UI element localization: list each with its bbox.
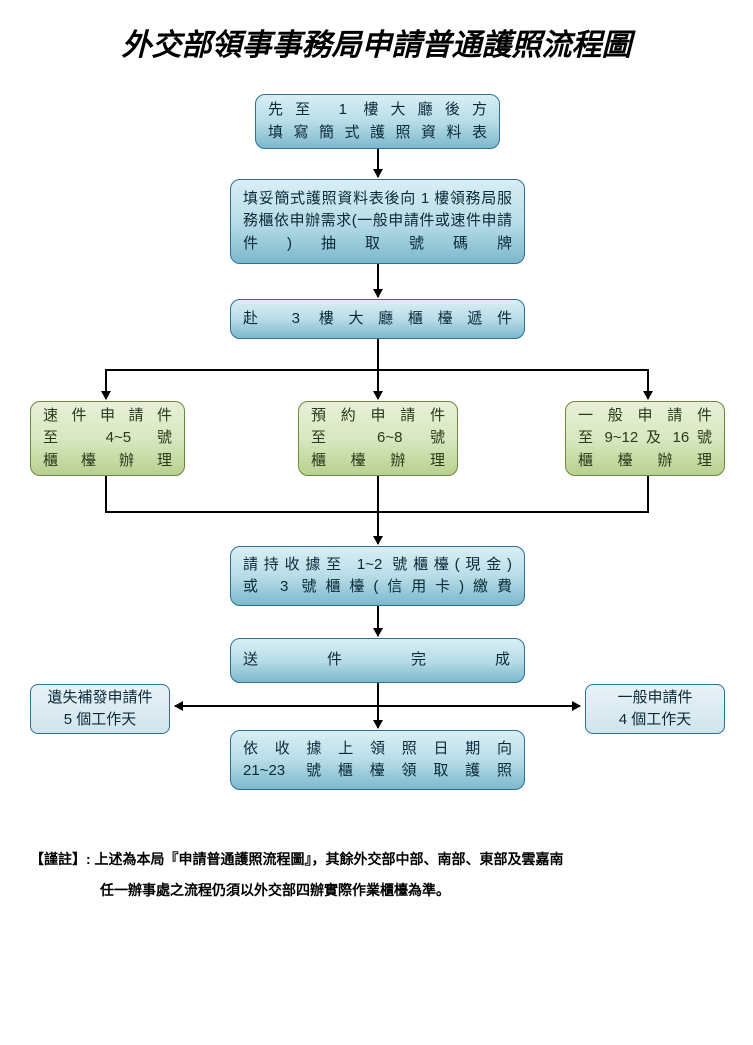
- page-title: 外交部領事事務局申請普通護照流程圖: [30, 20, 723, 64]
- reserve-l3: 櫃 檯 辦 理: [311, 450, 445, 473]
- arrow-to-express: [105, 369, 107, 399]
- arrow-to-reserve: [377, 369, 379, 399]
- normal-l2: 至 9~12 及 16 號: [578, 427, 712, 450]
- collect-l2: 21~23 號櫃檯領取護照: [243, 760, 512, 783]
- node-side-lost: 遺失補發申請件 5 個工作天: [30, 684, 170, 734]
- arrow-to-normalside: [379, 705, 580, 707]
- node-collect: 依收據上領照日期向 21~23 號櫃檯領取護照: [230, 730, 525, 790]
- arrow-2-3: [377, 264, 379, 297]
- step1-line2: 填寫簡式護照資料表: [268, 122, 487, 145]
- complete-text: 送 件 完 成: [243, 649, 512, 672]
- line-3-down: [377, 339, 379, 369]
- pay-l1: 請持收據至 1~2 號櫃檯(現金): [243, 554, 512, 577]
- node-branch-reserve: 預約申請件 至 6~8 號 櫃 檯 辦 理: [298, 401, 458, 476]
- lost-l2: 5 個工作天: [43, 709, 157, 732]
- arrow-to-lost: [175, 705, 377, 707]
- step1-line1: 先至 1 樓大廳後方: [268, 99, 487, 122]
- normal-l3: 櫃 檯 辦 理: [578, 450, 712, 473]
- node-complete: 送 件 完 成: [230, 638, 525, 683]
- arrow-pay-complete: [377, 606, 379, 636]
- node-step2: 填妥簡式護照資料表後向 1 樓領務局服務櫃依申辦需求(一般申請件或速件申請件)抽…: [230, 179, 525, 264]
- note-block: 【謹註】: 上述為本局『申請普通護照流程圖』，其餘外交部中部、南部、東部及雲嘉南…: [30, 844, 723, 906]
- pay-l2: 或 3 號櫃檯(信用卡)繳費: [243, 576, 512, 599]
- sidenorm-l2: 4 個工作天: [598, 709, 712, 732]
- reserve-l1: 預約申請件: [311, 405, 445, 428]
- express-l3: 櫃檯辦理: [43, 450, 172, 473]
- collect-l1: 依收據上領照日期向: [243, 738, 512, 761]
- node-step1: 先至 1 樓大廳後方 填寫簡式護照資料表: [255, 94, 500, 149]
- note-line1: 【謹註】: 上述為本局『申請普通護照流程圖』，其餘外交部中部、南部、東部及雲嘉南: [30, 844, 723, 875]
- step2-text: 填妥簡式護照資料表後向 1 樓領務局服務櫃依申辦需求(一般申請件或速件申請件)抽…: [243, 188, 512, 256]
- express-l2: 至 4~5 號: [43, 427, 172, 450]
- arrow-merge-pay: [377, 511, 379, 544]
- step3-text: 赴 3 樓大廳櫃檯遞件: [243, 308, 512, 331]
- vline-express-down: [105, 476, 107, 511]
- node-pay: 請持收據至 1~2 號櫃檯(現金) 或 3 號櫃檯(信用卡)繳費: [230, 546, 525, 606]
- arrow-to-normal: [647, 369, 649, 399]
- note-line2: 任一辦事處之流程仍須以外交部四辦實際作業櫃檯為準。: [30, 875, 723, 906]
- lost-l1: 遺失補發申請件: [43, 687, 157, 710]
- flowchart-container: 先至 1 樓大廳後方 填寫簡式護照資料表 填妥簡式護照資料表後向 1 樓領務局服…: [30, 94, 723, 954]
- node-side-normal: 一般申請件 4 個工作天: [585, 684, 725, 734]
- vline-normal-down: [647, 476, 649, 511]
- node-branch-normal: 一般申請件 至 9~12 及 16 號 櫃 檯 辦 理: [565, 401, 725, 476]
- arrow-1-2: [377, 149, 379, 177]
- express-l1: 速件申請件: [43, 405, 172, 428]
- reserve-l2: 至 6~8 號: [311, 427, 445, 450]
- vline-reserve-down: [377, 476, 379, 511]
- sidenorm-l1: 一般申請件: [598, 687, 712, 710]
- node-step3: 赴 3 樓大廳櫃檯遞件: [230, 299, 525, 339]
- node-branch-express: 速件申請件 至 4~5 號 櫃檯辦理: [30, 401, 185, 476]
- normal-l1: 一般申請件: [578, 405, 712, 428]
